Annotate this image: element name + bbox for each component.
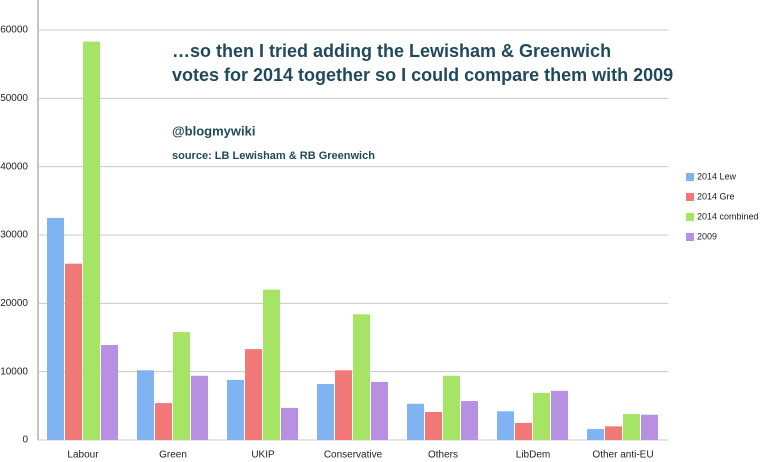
bar (65, 263, 82, 440)
x-tick-label: Conservative (324, 450, 383, 461)
bar (191, 375, 208, 440)
x-tick-label: Green (159, 450, 187, 461)
y-tick-label: 50000 (0, 93, 28, 104)
annotation: @blogmywiki (172, 123, 255, 138)
bar (605, 426, 622, 440)
bar (353, 314, 370, 440)
bar (281, 407, 298, 440)
y-tick-label: 30000 (0, 230, 28, 241)
bar (335, 370, 352, 440)
bar (47, 217, 64, 440)
x-tick-label: Other anti-EU (592, 450, 653, 461)
legend-label: 2014 combined (697, 211, 759, 221)
bar (515, 422, 532, 440)
legend-label: 2014 Gre (697, 191, 735, 201)
annotation: source: LB Lewisham & RB Greenwich (172, 150, 375, 162)
legend-swatch (686, 193, 694, 201)
x-tick-label: LibDem (516, 450, 550, 461)
bar (443, 375, 460, 440)
legend-label: 2009 (697, 231, 717, 241)
bar (497, 411, 514, 440)
bar (83, 41, 100, 440)
bar (173, 332, 190, 440)
bar (155, 403, 172, 440)
bar (623, 414, 640, 440)
bar (137, 370, 154, 440)
x-tick-label: Others (428, 450, 458, 461)
bar (425, 411, 442, 440)
y-tick-label: 0 (22, 435, 28, 446)
legend-swatch (686, 213, 694, 221)
bar (551, 390, 568, 440)
bar (245, 349, 262, 440)
legend-label: 2014 Lew (697, 171, 737, 181)
y-tick-label: 60000 (0, 25, 28, 36)
bar (317, 383, 334, 440)
legend-swatch (686, 173, 694, 181)
bar (641, 414, 658, 440)
bar (587, 429, 604, 440)
bar (263, 289, 280, 440)
bar (371, 381, 388, 440)
bar (101, 345, 118, 440)
x-tick-label: UKIP (251, 450, 275, 461)
bar (227, 379, 244, 440)
legend-swatch (686, 233, 694, 241)
annotation: …so then I tried adding the Lewisham & G… (172, 41, 611, 61)
x-tick-label: Labour (67, 450, 99, 461)
bar (407, 403, 424, 440)
y-tick-label: 20000 (0, 298, 28, 309)
bar (461, 401, 478, 440)
annotation: votes for 2014 together so I could compa… (172, 65, 673, 85)
y-tick-label: 10000 (0, 366, 28, 377)
bar (533, 392, 550, 440)
y-tick-label: 40000 (0, 161, 28, 172)
